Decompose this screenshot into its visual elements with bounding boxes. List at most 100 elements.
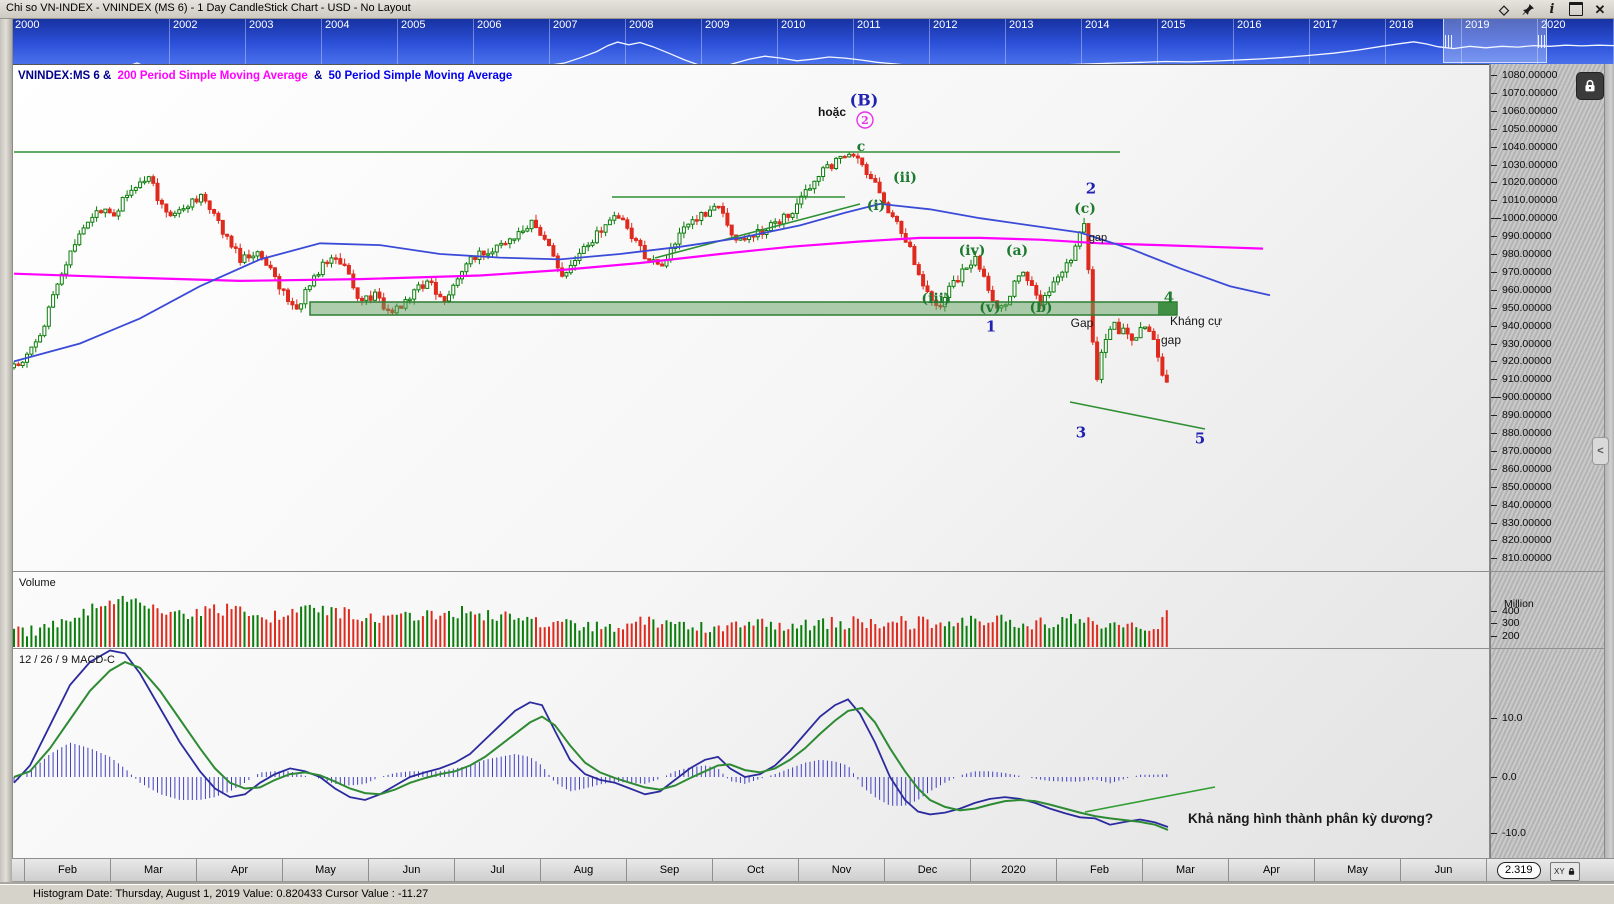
axis-tick (1491, 522, 1497, 524)
time-axis-stub (12, 859, 25, 881)
panel-divider[interactable] (12, 571, 1604, 572)
selection-left-handle[interactable] (1445, 35, 1452, 48)
legend-symbol: VNINDEX:MS 6 & (18, 70, 112, 82)
axis-tick (1491, 433, 1497, 434)
axis-label: 880.00000 (1502, 427, 1552, 439)
navigator-year-cell[interactable]: 2009 (702, 18, 778, 64)
axis-label: 1060.00000 (1502, 104, 1558, 117)
navigator-year-cell[interactable]: 2016 (1234, 18, 1310, 64)
selection-right-handle[interactable] (1538, 35, 1545, 48)
axis-tick (1491, 611, 1497, 612)
navigator-year-label: 2016 (1237, 19, 1262, 31)
scale-lock-button[interactable] (1576, 72, 1604, 100)
chart-annotation: Gap (1071, 316, 1094, 330)
axis-label: 900.00000 (1502, 391, 1552, 404)
navigator-year-cell[interactable]: 2019 (1462, 18, 1538, 64)
axis-tick (1491, 379, 1497, 381)
navigator-year-label: 2000 (15, 19, 40, 31)
navigator-year-label: 2006 (477, 19, 502, 31)
chart-annotation: gap (1161, 333, 1181, 347)
pin-icon[interactable] (1520, 1, 1536, 17)
navigator-year-label: 2014 (1085, 19, 1110, 31)
navigator-year-cell[interactable]: 2006 (474, 18, 550, 64)
volume-chart[interactable] (12, 572, 1489, 648)
chart-annotation: 3 (1076, 423, 1086, 441)
navigator-year-cell[interactable]: 2014 (1082, 18, 1158, 64)
navigator-year-cell[interactable]: 2003 (246, 18, 322, 64)
axis-label: 930.00000 (1502, 337, 1552, 350)
axis-label: 990.00000 (1502, 230, 1552, 243)
navigator-year-cell[interactable]: 2005 (398, 18, 474, 64)
chart-annotation: 1 (986, 317, 996, 335)
axis-label: 940.00000 (1502, 319, 1552, 332)
navigator-selection[interactable] (1443, 18, 1547, 63)
navigator-year-label: 2009 (705, 19, 730, 31)
time-axis-month: Jun (1401, 859, 1487, 881)
navigator-year-label: 2013 (1009, 19, 1034, 31)
chart-annotation: 4 (1164, 288, 1174, 306)
chart-annotation: gap (1089, 232, 1107, 244)
time-axis[interactable]: 2.319 XY Feb Mar Apr May Jun Jul Aug Sep Oct Nov D… (12, 858, 1614, 882)
navigator-year-label: 2008 (629, 19, 654, 31)
navigator-year-cell[interactable]: 2004 (322, 18, 398, 64)
navigator-year-cell[interactable]: 2011 (854, 18, 930, 64)
navigator-year-cell[interactable]: 2015 (1158, 18, 1234, 64)
collapse-axis-button[interactable]: < (1592, 437, 1609, 465)
axis-label: 1070.00000 (1502, 86, 1558, 99)
time-axis-month: Feb (1057, 859, 1143, 881)
navigator-year-cell[interactable]: 2013 (1006, 18, 1082, 64)
axis-tick (1491, 777, 1497, 778)
navigator-year-label: 2020 (1541, 19, 1566, 31)
axis-tick (1491, 397, 1501, 399)
axis-tick (1491, 92, 1497, 94)
axis-label: 920.00000 (1502, 355, 1552, 368)
axis-tick (1491, 182, 1497, 184)
axis-label: 1040.00000 (1502, 140, 1558, 153)
macd-chart[interactable] (12, 649, 1489, 858)
value-axis[interactable]: 1080.00000 1070.00000 1060.00000 1050.00000… (1490, 64, 1605, 858)
chart-annotation: (c) (1074, 201, 1096, 217)
axis-label: -10.0 (1502, 827, 1526, 839)
axis-tick (1491, 343, 1497, 345)
navigator-year-cell[interactable]: 2002 (170, 18, 246, 64)
navigator-year-label: 2002 (173, 19, 198, 31)
axis-divider (1489, 64, 1490, 858)
restore-window-icon[interactable] (1568, 1, 1584, 17)
chart-annotation: hoặc (818, 105, 846, 119)
diamond-icon[interactable]: ◇ (1499, 1, 1509, 17)
axis-label: 910.00000 (1502, 373, 1552, 386)
axis-label: 850.00000 (1502, 480, 1552, 493)
info-icon[interactable]: i (1549, 1, 1555, 17)
navigator-year-label: 2007 (553, 19, 578, 31)
navigator-year-cell[interactable]: 2018 (1386, 18, 1462, 64)
navigator-year-cell[interactable]: 2000 (12, 18, 170, 64)
left-panel-splitter[interactable] (0, 18, 13, 884)
axis-tick (1491, 75, 1497, 76)
navigator-year-label: 2010 (781, 19, 806, 31)
navigator-year-cell[interactable]: 2012 (930, 18, 1006, 64)
navigator-year-cell[interactable]: 2008 (626, 18, 702, 64)
legend-sma50: 50 Period Simple Moving Average (328, 70, 513, 82)
axis-label: 980.00000 (1502, 248, 1552, 260)
macd-panel-label: 12 / 26 / 9 MACD-C (19, 654, 115, 666)
xy-scale-lock[interactable]: XY (1550, 862, 1580, 881)
scale-value-badge[interactable]: 2.319 (1497, 862, 1541, 879)
navigator-year-cell[interactable]: 2017 (1310, 18, 1386, 64)
panel-divider[interactable] (12, 648, 1604, 649)
axis-tick (1491, 236, 1497, 238)
close-icon[interactable]: ✕ (1594, 1, 1606, 17)
axis-tick (1491, 540, 1497, 542)
navigator-year-cell[interactable]: 2007 (550, 18, 626, 64)
axis-label: Million (1504, 598, 1534, 610)
axis-tick (1491, 146, 1497, 148)
candlestick-chart[interactable]: hoặc (B) 2 c (ii) (i) 2 (c) gap (iv) (a) (iii) (v) (b… (12, 64, 1489, 571)
chart-annotation: (iii) (921, 291, 950, 307)
range-navigator[interactable]: 2000 2002 2003 2004 2005 2006 2007 2008 2009 2010… (12, 18, 1614, 65)
axis-tick (1491, 468, 1497, 470)
axis-tick (1491, 636, 1497, 637)
axis-label: 830.00000 (1502, 516, 1552, 529)
navigator-year-cell[interactable]: 2010 (778, 18, 854, 64)
chart-legend: VNINDEX:MS 6 & 200 Period Simple Moving … (18, 70, 512, 82)
status-text: Histogram Date: Thursday, August 1, 2019… (33, 888, 429, 900)
